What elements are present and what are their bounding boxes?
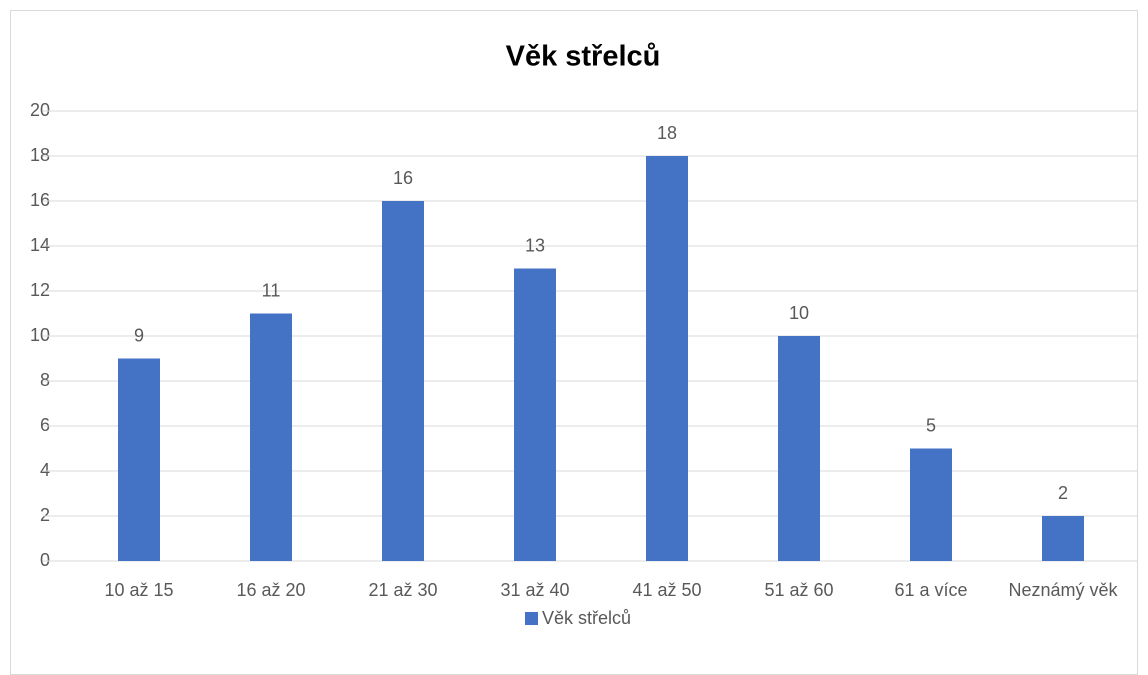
y-tick-label: 4 [40,460,50,480]
x-tick-label: Neznámý věk [1008,580,1118,600]
x-tick-label: 16 až 20 [236,580,305,600]
data-label: 18 [657,123,677,143]
bar [250,313,292,561]
chart-title: Věk střelců [506,41,661,73]
chart-border [10,10,1138,675]
x-tick-label: 31 až 40 [500,580,569,600]
y-tick-label: 2 [40,505,50,525]
data-label: 11 [262,280,281,300]
bar [910,448,952,561]
x-tick-label: 21 až 30 [368,580,437,600]
y-tick-label: 16 [30,190,50,210]
bar [514,268,556,561]
legend-label: Věk střelců [542,608,631,628]
bar [646,156,688,561]
x-tick-label: 51 až 60 [764,580,833,600]
y-tick-label: 6 [40,415,50,435]
y-tick-label: 8 [40,370,50,390]
data-label: 13 [525,235,545,255]
x-tick-label: 10 až 15 [104,580,173,600]
y-tick-label: 14 [30,235,50,255]
y-tick-label: 20 [30,100,50,120]
bar [382,201,424,561]
y-tick-label: 12 [30,280,50,300]
y-tick-label: 10 [30,325,50,345]
data-label: 9 [134,325,144,345]
legend-swatch [525,612,538,625]
data-label: 2 [1058,483,1068,503]
data-label: 16 [393,168,413,188]
y-tick-label: 0 [40,550,50,570]
data-label: 10 [789,303,809,323]
data-label: 5 [926,415,936,435]
y-tick-label: 18 [30,145,50,165]
bar [1042,516,1084,561]
x-tick-label: 61 a více [894,580,967,600]
x-tick-label: 41 až 50 [632,580,701,600]
bar [118,358,160,561]
bar [778,336,820,561]
